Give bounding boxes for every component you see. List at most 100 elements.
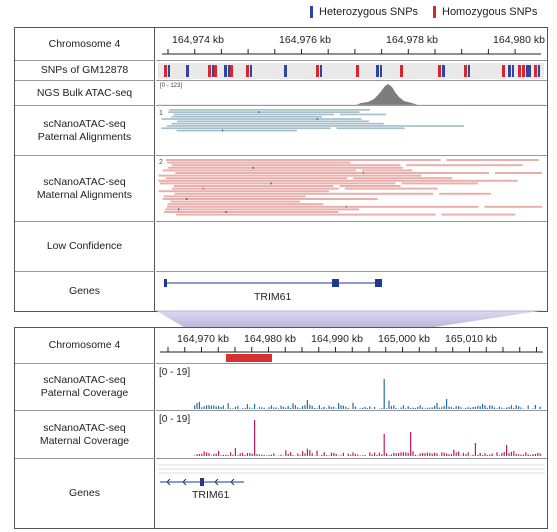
coverage-bar — [287, 406, 289, 409]
coverage-bar — [366, 408, 368, 409]
coverage-bar — [431, 407, 433, 409]
top-label-bulk: NGS Bulk ATAC-seq — [15, 81, 155, 106]
coverage-bar — [290, 408, 292, 409]
paternal-marker: 1 — [159, 110, 163, 117]
coverage-bar — [455, 452, 457, 456]
coverage-bar — [446, 399, 448, 409]
coverage-bar — [285, 407, 287, 409]
legend-homozygous: Homozygous SNPs — [433, 6, 537, 18]
coverage-bar — [400, 407, 402, 409]
coverage-bar — [414, 407, 416, 409]
coverage-bar — [306, 400, 308, 409]
coverage-bar — [479, 406, 481, 409]
coverage-bar — [402, 452, 404, 456]
top-label-maternal-text: scNanoATAC-seq Maternal Alignments — [36, 175, 133, 201]
maternal-alignments-track: 2 — [156, 156, 547, 222]
coverage-bar — [405, 452, 407, 456]
coverage-bar — [213, 405, 215, 409]
coverage-bar — [410, 408, 412, 409]
coverage-bar — [266, 455, 268, 456]
coverage-bar — [484, 405, 486, 409]
coverage-bar — [426, 407, 428, 409]
coverage-bar — [486, 407, 488, 409]
coverage-bar — [297, 407, 299, 409]
coverage-bar — [441, 452, 443, 456]
coverage-bar — [532, 454, 534, 456]
coverage-bar — [515, 453, 517, 456]
top-label-chromosome: Chromosome 4 — [15, 28, 155, 61]
coverage-bar — [419, 453, 421, 456]
read-alignment — [176, 129, 298, 132]
coverage-bar — [422, 452, 424, 456]
coverage-bar — [254, 420, 256, 456]
coverage-bar — [393, 405, 395, 409]
coverage-bar — [342, 452, 344, 456]
read-alignment — [361, 169, 413, 172]
bottom-tick-label: 164,970 kb — [177, 333, 229, 345]
coverage-bar — [410, 432, 412, 456]
coverage-bar — [393, 452, 395, 456]
coverage-bar — [477, 454, 479, 456]
coverage-bar — [340, 455, 342, 456]
top-ruler: 164,974 kb 164,976 kb 164,978 kb 164,980… — [156, 28, 547, 61]
coverage-bar — [498, 455, 500, 456]
read-alignment — [158, 190, 329, 193]
snp-bar — [464, 65, 467, 77]
bottom-gene-name: TRIM61 — [192, 489, 230, 501]
coverage-bar — [539, 406, 541, 409]
coverage-bar — [532, 408, 534, 409]
top-label-paternal-text: scNanoATAC-seq Paternal Alignments — [37, 117, 132, 143]
coverage-bar — [455, 406, 457, 409]
bottom-genes-track: TRIM61 — [156, 459, 547, 528]
read-mismatch — [225, 211, 227, 213]
coverage-bar — [230, 408, 232, 409]
read-mismatch — [270, 182, 272, 185]
coverage-bar — [350, 454, 352, 456]
coverage-bar — [292, 403, 294, 409]
top-genes-track: TRIM61 — [156, 272, 547, 311]
coverage-bar — [261, 407, 263, 409]
coverage-bar — [362, 407, 364, 409]
maternal-coverage-range: [0 - 19] — [159, 414, 191, 425]
coverage-bar — [342, 405, 344, 409]
snp-bar — [224, 65, 227, 77]
coverage-bar — [352, 402, 354, 409]
coverage-bar — [201, 407, 203, 409]
snp-bar — [246, 65, 249, 77]
coverage-bar — [467, 452, 469, 456]
homozygous-swatch — [433, 6, 436, 18]
top-tick-label: 164,976 kb — [279, 34, 331, 46]
coverage-bar — [494, 407, 496, 409]
read-mismatch — [221, 129, 224, 132]
coverage-bar — [436, 402, 438, 409]
coverage-bar — [417, 455, 419, 456]
coverage-bar — [381, 407, 383, 409]
coverage-bar — [453, 408, 455, 409]
coverage-bar — [414, 454, 416, 456]
coverage-bar — [407, 406, 409, 409]
coverage-bar — [390, 454, 392, 456]
snp-bar — [538, 65, 540, 77]
coverage-bar — [215, 453, 217, 456]
read-alignment — [167, 161, 351, 164]
coverage-bar — [299, 455, 301, 456]
coverage-bar — [237, 455, 239, 456]
coverage-bar — [354, 453, 356, 456]
coverage-bar — [227, 403, 229, 409]
coverage-bar — [412, 451, 414, 456]
read-alignment — [495, 172, 542, 174]
coverage-bar — [345, 406, 347, 409]
snp-track — [156, 61, 547, 81]
coverage-bar — [527, 405, 529, 409]
snp-bar — [212, 65, 214, 77]
coverage-bar — [470, 407, 472, 409]
coverage-bar — [201, 453, 203, 456]
read-alignment — [340, 113, 387, 116]
coverage-bar — [395, 407, 397, 409]
read-mismatch — [316, 118, 318, 120]
zoom-region-marker — [226, 354, 272, 362]
coverage-bar — [434, 452, 436, 456]
read-alignment — [441, 213, 516, 216]
coverage-bar — [446, 453, 448, 456]
coverage-bar — [196, 454, 198, 456]
